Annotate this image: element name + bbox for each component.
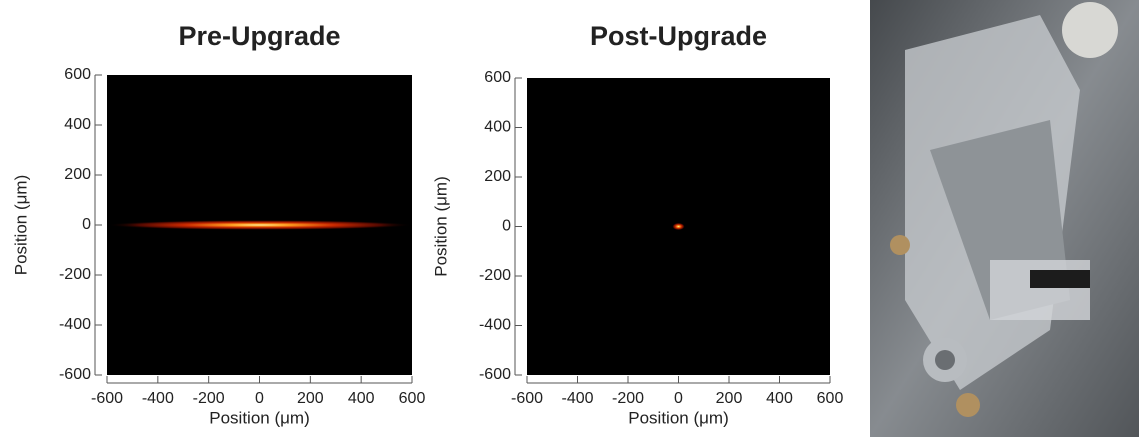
x-tick-label: 600 bbox=[817, 390, 844, 407]
y-tick-label: 0 bbox=[502, 218, 511, 235]
x-tick-label: 400 bbox=[766, 390, 793, 407]
y-tick-label: -400 bbox=[59, 316, 91, 333]
y-axis-label: Position (μm) bbox=[11, 175, 30, 275]
x-tick-label: -200 bbox=[193, 390, 225, 407]
x-tick-label: -400 bbox=[561, 390, 593, 407]
photo bbox=[870, 0, 1139, 437]
y-tick-label: -200 bbox=[479, 267, 511, 284]
x-axis-label: Position (μm) bbox=[628, 408, 728, 427]
x-tick-label: -400 bbox=[142, 390, 174, 407]
x-tick-label: 600 bbox=[399, 390, 426, 407]
y-tick-label: 400 bbox=[64, 116, 91, 133]
y-tick-label: 200 bbox=[64, 166, 91, 183]
x-tick-label: 200 bbox=[297, 390, 324, 407]
x-tick-label: 0 bbox=[255, 390, 264, 407]
y-tick-label: 600 bbox=[64, 66, 91, 83]
y-tick-label: 400 bbox=[484, 119, 511, 136]
x-tick-label: -600 bbox=[91, 390, 123, 407]
x-tick-label: 200 bbox=[716, 390, 743, 407]
x-tick-label: 0 bbox=[674, 390, 683, 407]
beam-spot bbox=[107, 220, 412, 230]
x-tick-label: 400 bbox=[348, 390, 375, 407]
x-tick-label: -200 bbox=[612, 390, 644, 407]
y-tick-label: 200 bbox=[484, 168, 511, 185]
chart-title: Post-Upgrade bbox=[590, 21, 767, 51]
y-tick-label: -600 bbox=[479, 366, 511, 383]
x-tick-label: -600 bbox=[511, 390, 543, 407]
y-tick-label: 600 bbox=[484, 69, 511, 86]
y-tick-label: -600 bbox=[59, 366, 91, 383]
y-tick-label: 0 bbox=[82, 216, 91, 233]
y-tick-label: -400 bbox=[479, 317, 511, 334]
x-axis-label: Position (μm) bbox=[209, 408, 309, 427]
beam-spot bbox=[672, 222, 685, 231]
y-axis-label: Position (μm) bbox=[431, 176, 450, 276]
y-tick-label: -200 bbox=[59, 266, 91, 283]
chart-title: Pre-Upgrade bbox=[178, 21, 340, 51]
